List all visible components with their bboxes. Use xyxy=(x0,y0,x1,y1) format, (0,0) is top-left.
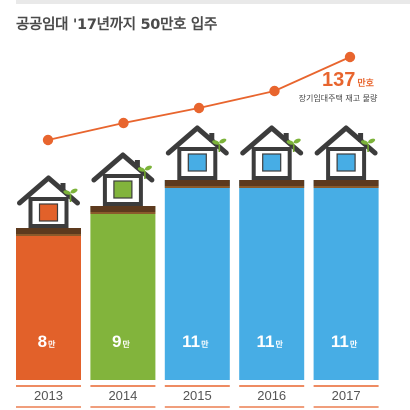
callout-value: 137 만호 xyxy=(322,69,375,91)
value-label: 8만 xyxy=(38,332,56,351)
chimney xyxy=(358,133,364,142)
chimney xyxy=(209,133,215,142)
soil-band xyxy=(164,180,230,186)
soil-band xyxy=(90,206,156,212)
labels-group: 8만 2013 9만 2014 11만 2015 11만 2016 11만 2017 xyxy=(16,332,379,408)
chimney xyxy=(134,160,140,169)
year-label: 2016 xyxy=(257,388,286,403)
house-icon xyxy=(165,125,229,180)
bar xyxy=(90,206,156,380)
house-icon xyxy=(314,125,378,180)
soil-band xyxy=(239,180,305,186)
year-label: 2013 xyxy=(34,388,63,403)
bar xyxy=(313,180,379,380)
house-icon xyxy=(91,152,155,206)
page-title: 공공임대 '17년까지 50만호 입주 xyxy=(16,17,217,33)
soil-band-light xyxy=(313,186,379,188)
sprout-icon xyxy=(63,188,78,202)
value-label: 9만 xyxy=(112,332,130,351)
house-icon xyxy=(17,175,80,228)
trend-line-group xyxy=(42,51,356,146)
sprout-icon xyxy=(286,138,301,152)
soil-band-light xyxy=(90,212,156,214)
bars-group xyxy=(16,125,379,380)
top-rule xyxy=(16,0,410,4)
bar xyxy=(239,180,305,380)
bar xyxy=(16,228,81,380)
window xyxy=(262,153,282,172)
value-label: 11만 xyxy=(257,332,284,351)
callout-caption: 장기임대주택 재고 물량 xyxy=(299,93,378,103)
window xyxy=(187,153,207,172)
chimney xyxy=(283,133,289,142)
trend-point xyxy=(193,102,205,114)
window xyxy=(336,153,356,172)
soil-band-light xyxy=(16,234,81,236)
trend-point xyxy=(42,134,54,146)
trend-point xyxy=(118,117,129,129)
sprout-icon xyxy=(212,138,227,152)
soil-band xyxy=(16,228,81,234)
window xyxy=(38,203,59,222)
soil-band-light xyxy=(164,186,230,188)
value-label: 11만 xyxy=(331,332,358,351)
sprout-icon xyxy=(137,165,152,179)
sprout-icon xyxy=(360,138,376,152)
year-label: 2015 xyxy=(183,388,212,403)
year-label: 2017 xyxy=(332,388,361,403)
soil-band-light xyxy=(239,186,305,188)
trend-point xyxy=(269,85,280,97)
house-icon xyxy=(240,125,304,180)
bar xyxy=(164,180,230,380)
chimney xyxy=(60,183,66,192)
window xyxy=(113,180,133,199)
value-label: 11만 xyxy=(182,332,209,351)
year-label: 2014 xyxy=(108,388,137,403)
soil-band xyxy=(313,180,379,186)
trend-point xyxy=(344,51,356,63)
